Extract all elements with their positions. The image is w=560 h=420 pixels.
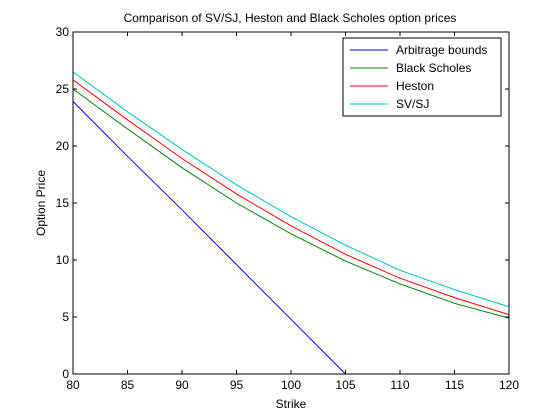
legend-box <box>342 37 502 117</box>
x-axis-title: Strike <box>276 397 307 411</box>
series-line-heston <box>72 79 510 316</box>
y-tick-label: 10 <box>56 253 70 267</box>
x-tick-label: 115 <box>445 378 464 392</box>
y-tick-label: 20 <box>56 139 70 153</box>
x-tick-label: 95 <box>230 378 244 392</box>
y-tick-label: 15 <box>56 196 70 210</box>
series-line-black-scholes <box>72 88 510 319</box>
x-tick-label: 80 <box>66 378 80 392</box>
legend-label-heston: Heston <box>396 79 434 93</box>
x-tick-label: 110 <box>390 378 409 392</box>
y-tick-label: 5 <box>62 310 69 324</box>
x-tick-label: 85 <box>121 378 135 392</box>
x-tick-label: 120 <box>499 378 519 392</box>
plot-frame <box>72 31 510 375</box>
legend: Arbitrage bounds Black Scholes Heston SV/SJ <box>342 37 502 117</box>
tick-layer: 80 85 90 95 100 105 110 115 120 0 5 10 15 20 25 30 <box>56 25 520 392</box>
y-tick-label: 0 <box>62 367 69 381</box>
series-line-sv-sj <box>72 71 510 308</box>
legend-label-sv-sj: SV/SJ <box>396 97 429 111</box>
chart-title: Comparison of SV/SJ, Heston and Black Sc… <box>124 11 457 25</box>
x-tick-label: 100 <box>281 378 301 392</box>
y-axis-title: Option Price <box>34 170 48 236</box>
x-tick-label: 105 <box>335 378 355 392</box>
y-tick-label: 25 <box>56 82 70 96</box>
x-tick-label: 90 <box>175 378 189 392</box>
legend-label-arbitrage-bounds: Arbitrage bounds <box>396 43 487 57</box>
y-tick-label: 30 <box>56 25 70 39</box>
legend-label-black-scholes: Black Scholes <box>396 61 471 75</box>
